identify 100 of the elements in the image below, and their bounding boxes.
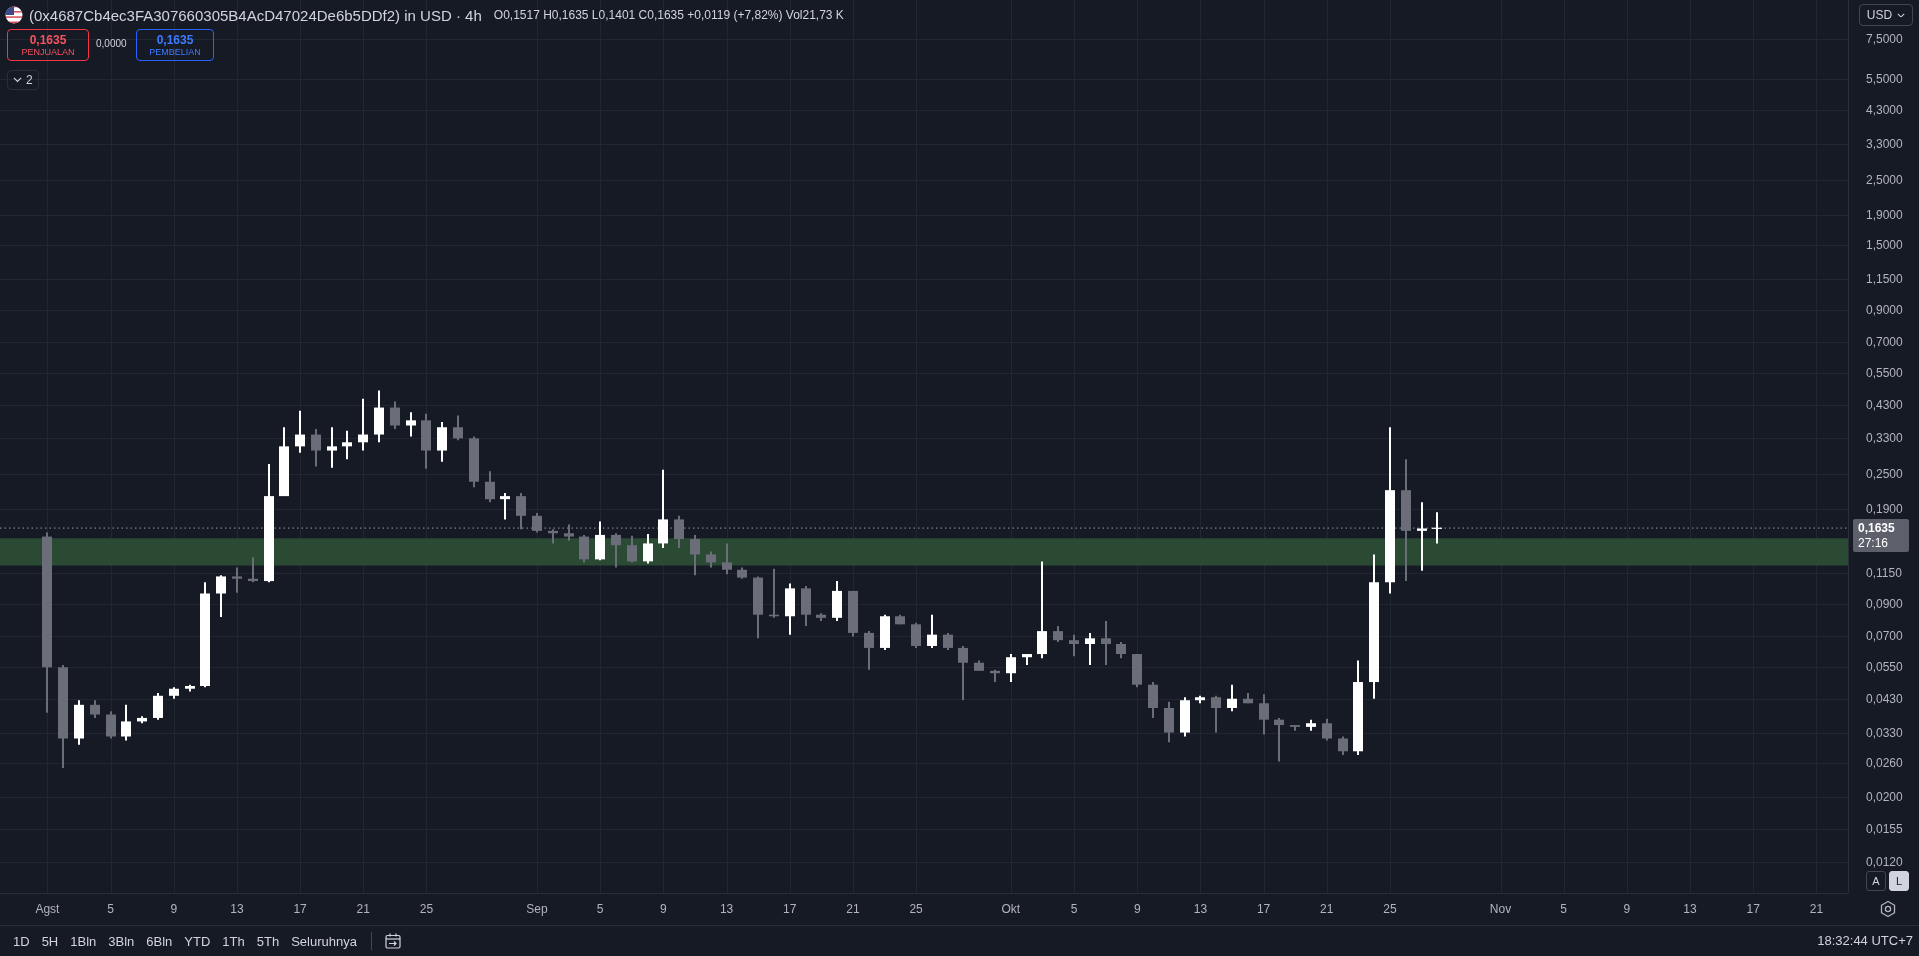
text: Seluruhnya bbox=[291, 933, 357, 949]
text: 6Bln bbox=[146, 933, 173, 949]
x-tick-label: Nov bbox=[1489, 902, 1512, 916]
y-tick-label: 1,1500 bbox=[1866, 271, 1904, 286]
candlestick bbox=[532, 512, 542, 534]
x-tick-label: 17 bbox=[1256, 902, 1271, 916]
candlestick bbox=[1085, 631, 1095, 666]
candlestick bbox=[437, 421, 447, 463]
text: 1Th bbox=[222, 933, 245, 949]
annotation: 0,1635 bbox=[156, 32, 194, 47]
y-tick-label: 0,2500 bbox=[1866, 466, 1904, 481]
candlestick bbox=[722, 542, 732, 576]
x-tick-label: 21 bbox=[846, 902, 860, 916]
x-tick-label: 5 bbox=[1070, 902, 1078, 916]
x-tick-label: 13 bbox=[230, 902, 244, 916]
candlestick bbox=[643, 533, 653, 565]
text: 18:32:44 UTC+7 bbox=[1817, 933, 1913, 948]
x-tick-label: 21 bbox=[1320, 902, 1334, 916]
text: 5H bbox=[41, 933, 59, 949]
candlestick bbox=[121, 703, 131, 742]
candlestick bbox=[1148, 681, 1158, 719]
candlestick bbox=[232, 566, 242, 594]
x-tick-label: 5 bbox=[596, 902, 604, 916]
y-tick-label: 0,7000 bbox=[1866, 335, 1904, 350]
y-tick-label: 5,5000 bbox=[1866, 71, 1904, 86]
buy-button: 0,1635 PEMBELIAN bbox=[136, 29, 214, 61]
x-tick-label: 5 bbox=[107, 902, 115, 916]
y-tick-label: 0,0700 bbox=[1866, 629, 1904, 644]
text: 1Bln bbox=[70, 933, 97, 949]
x-tick-label: 25 bbox=[909, 902, 924, 916]
y-tick-label: 0,1900 bbox=[1866, 501, 1904, 516]
y-tick-label: 0,0155 bbox=[1866, 822, 1904, 837]
x-tick-label: 25 bbox=[1383, 902, 1397, 916]
x-tick-label: 9 bbox=[170, 902, 178, 916]
candlestick bbox=[311, 428, 321, 468]
candlestick bbox=[927, 613, 937, 649]
candlestick bbox=[358, 397, 368, 452]
y-tick-label: 4,3000 bbox=[1866, 103, 1904, 118]
ref-line-label: 0,1635 bbox=[1858, 521, 1896, 536]
candlestick bbox=[1006, 653, 1016, 684]
y-tick-label: 0,1150 bbox=[1866, 566, 1903, 581]
log-scale-button: L bbox=[1889, 871, 1909, 891]
y-tick-label: 0,3300 bbox=[1866, 431, 1904, 446]
candlestick bbox=[327, 426, 337, 469]
candlestick bbox=[911, 621, 921, 649]
candlestick bbox=[406, 411, 416, 438]
candlestick bbox=[500, 492, 510, 521]
y-tick-label: 0,0200 bbox=[1866, 789, 1904, 804]
x-tick-label: 25 bbox=[419, 902, 434, 916]
candlestick bbox=[958, 644, 968, 702]
y-tick-label: 0,0330 bbox=[1866, 725, 1904, 740]
currency-menu: USD bbox=[1859, 4, 1913, 26]
text: 27:16 bbox=[1858, 536, 1889, 551]
candlestick bbox=[1211, 694, 1221, 734]
text: 3Bln bbox=[108, 933, 135, 949]
x-tick-label: 17 bbox=[293, 902, 308, 916]
chart-title: (0x4687Cb4ec3FA307660305B4AcD47024De6b5DDf2) in USD · 4h bbox=[29, 6, 482, 24]
sell-button: 0,1635 PENJUALAN bbox=[7, 29, 89, 61]
x-tick-label: Sep bbox=[526, 902, 549, 916]
x-tick-label: 13 bbox=[719, 902, 734, 916]
annotation: O0,1517 H0,1635 L0,1401 C0,1635 +0,0119 (+7,82%) Vol21,73 K bbox=[493, 8, 844, 22]
y-tick-label: 1,5000 bbox=[1866, 237, 1904, 252]
candlestick bbox=[390, 400, 400, 431]
annotation: PEMBELIAN bbox=[149, 46, 201, 58]
y-tick-label: 0,0900 bbox=[1866, 597, 1904, 612]
candlestick bbox=[627, 534, 637, 564]
candlestick bbox=[1259, 693, 1269, 736]
candlestick bbox=[1274, 716, 1284, 763]
candlestick bbox=[1069, 633, 1079, 658]
x-tick-label: 21 bbox=[356, 902, 371, 916]
y-tick-label: 1,9000 bbox=[1866, 207, 1904, 222]
y-tick-label: 0,4300 bbox=[1866, 397, 1904, 412]
y-tick-label: 0,5500 bbox=[1866, 366, 1904, 381]
text: 1D bbox=[13, 933, 30, 949]
y-tick-label: 0,9000 bbox=[1866, 303, 1904, 318]
y-tick-label: 3,3000 bbox=[1866, 137, 1904, 152]
annotation: 2 bbox=[26, 73, 33, 87]
candlestick bbox=[1101, 620, 1111, 666]
y-tick-label: 7,5000 bbox=[1866, 32, 1904, 47]
text: YTD bbox=[184, 933, 211, 949]
y-tick-label: 0,0430 bbox=[1866, 691, 1904, 706]
annotation: 0,1635 bbox=[29, 32, 67, 47]
x-tick-label: 21 bbox=[1809, 902, 1824, 916]
x-tick-label: 9 bbox=[1133, 902, 1141, 916]
y-tick-label: 0,0260 bbox=[1866, 756, 1904, 771]
candlestick bbox=[106, 710, 116, 740]
candlestick bbox=[1037, 560, 1047, 660]
x-tick-label: 9 bbox=[660, 902, 668, 916]
candlestick bbox=[611, 532, 621, 569]
x-tick-label: 9 bbox=[1623, 902, 1631, 916]
candlestick bbox=[342, 429, 352, 461]
x-tick-label: 17 bbox=[1746, 902, 1761, 916]
candlestick bbox=[864, 630, 874, 671]
candlestick bbox=[690, 533, 700, 577]
y-tick-label: 0,0550 bbox=[1866, 660, 1904, 675]
auto-scale-button: A bbox=[1866, 871, 1886, 891]
candlestick bbox=[1227, 683, 1237, 713]
candlestick bbox=[216, 574, 226, 619]
candlestick bbox=[153, 691, 163, 721]
candlestick bbox=[579, 533, 589, 564]
